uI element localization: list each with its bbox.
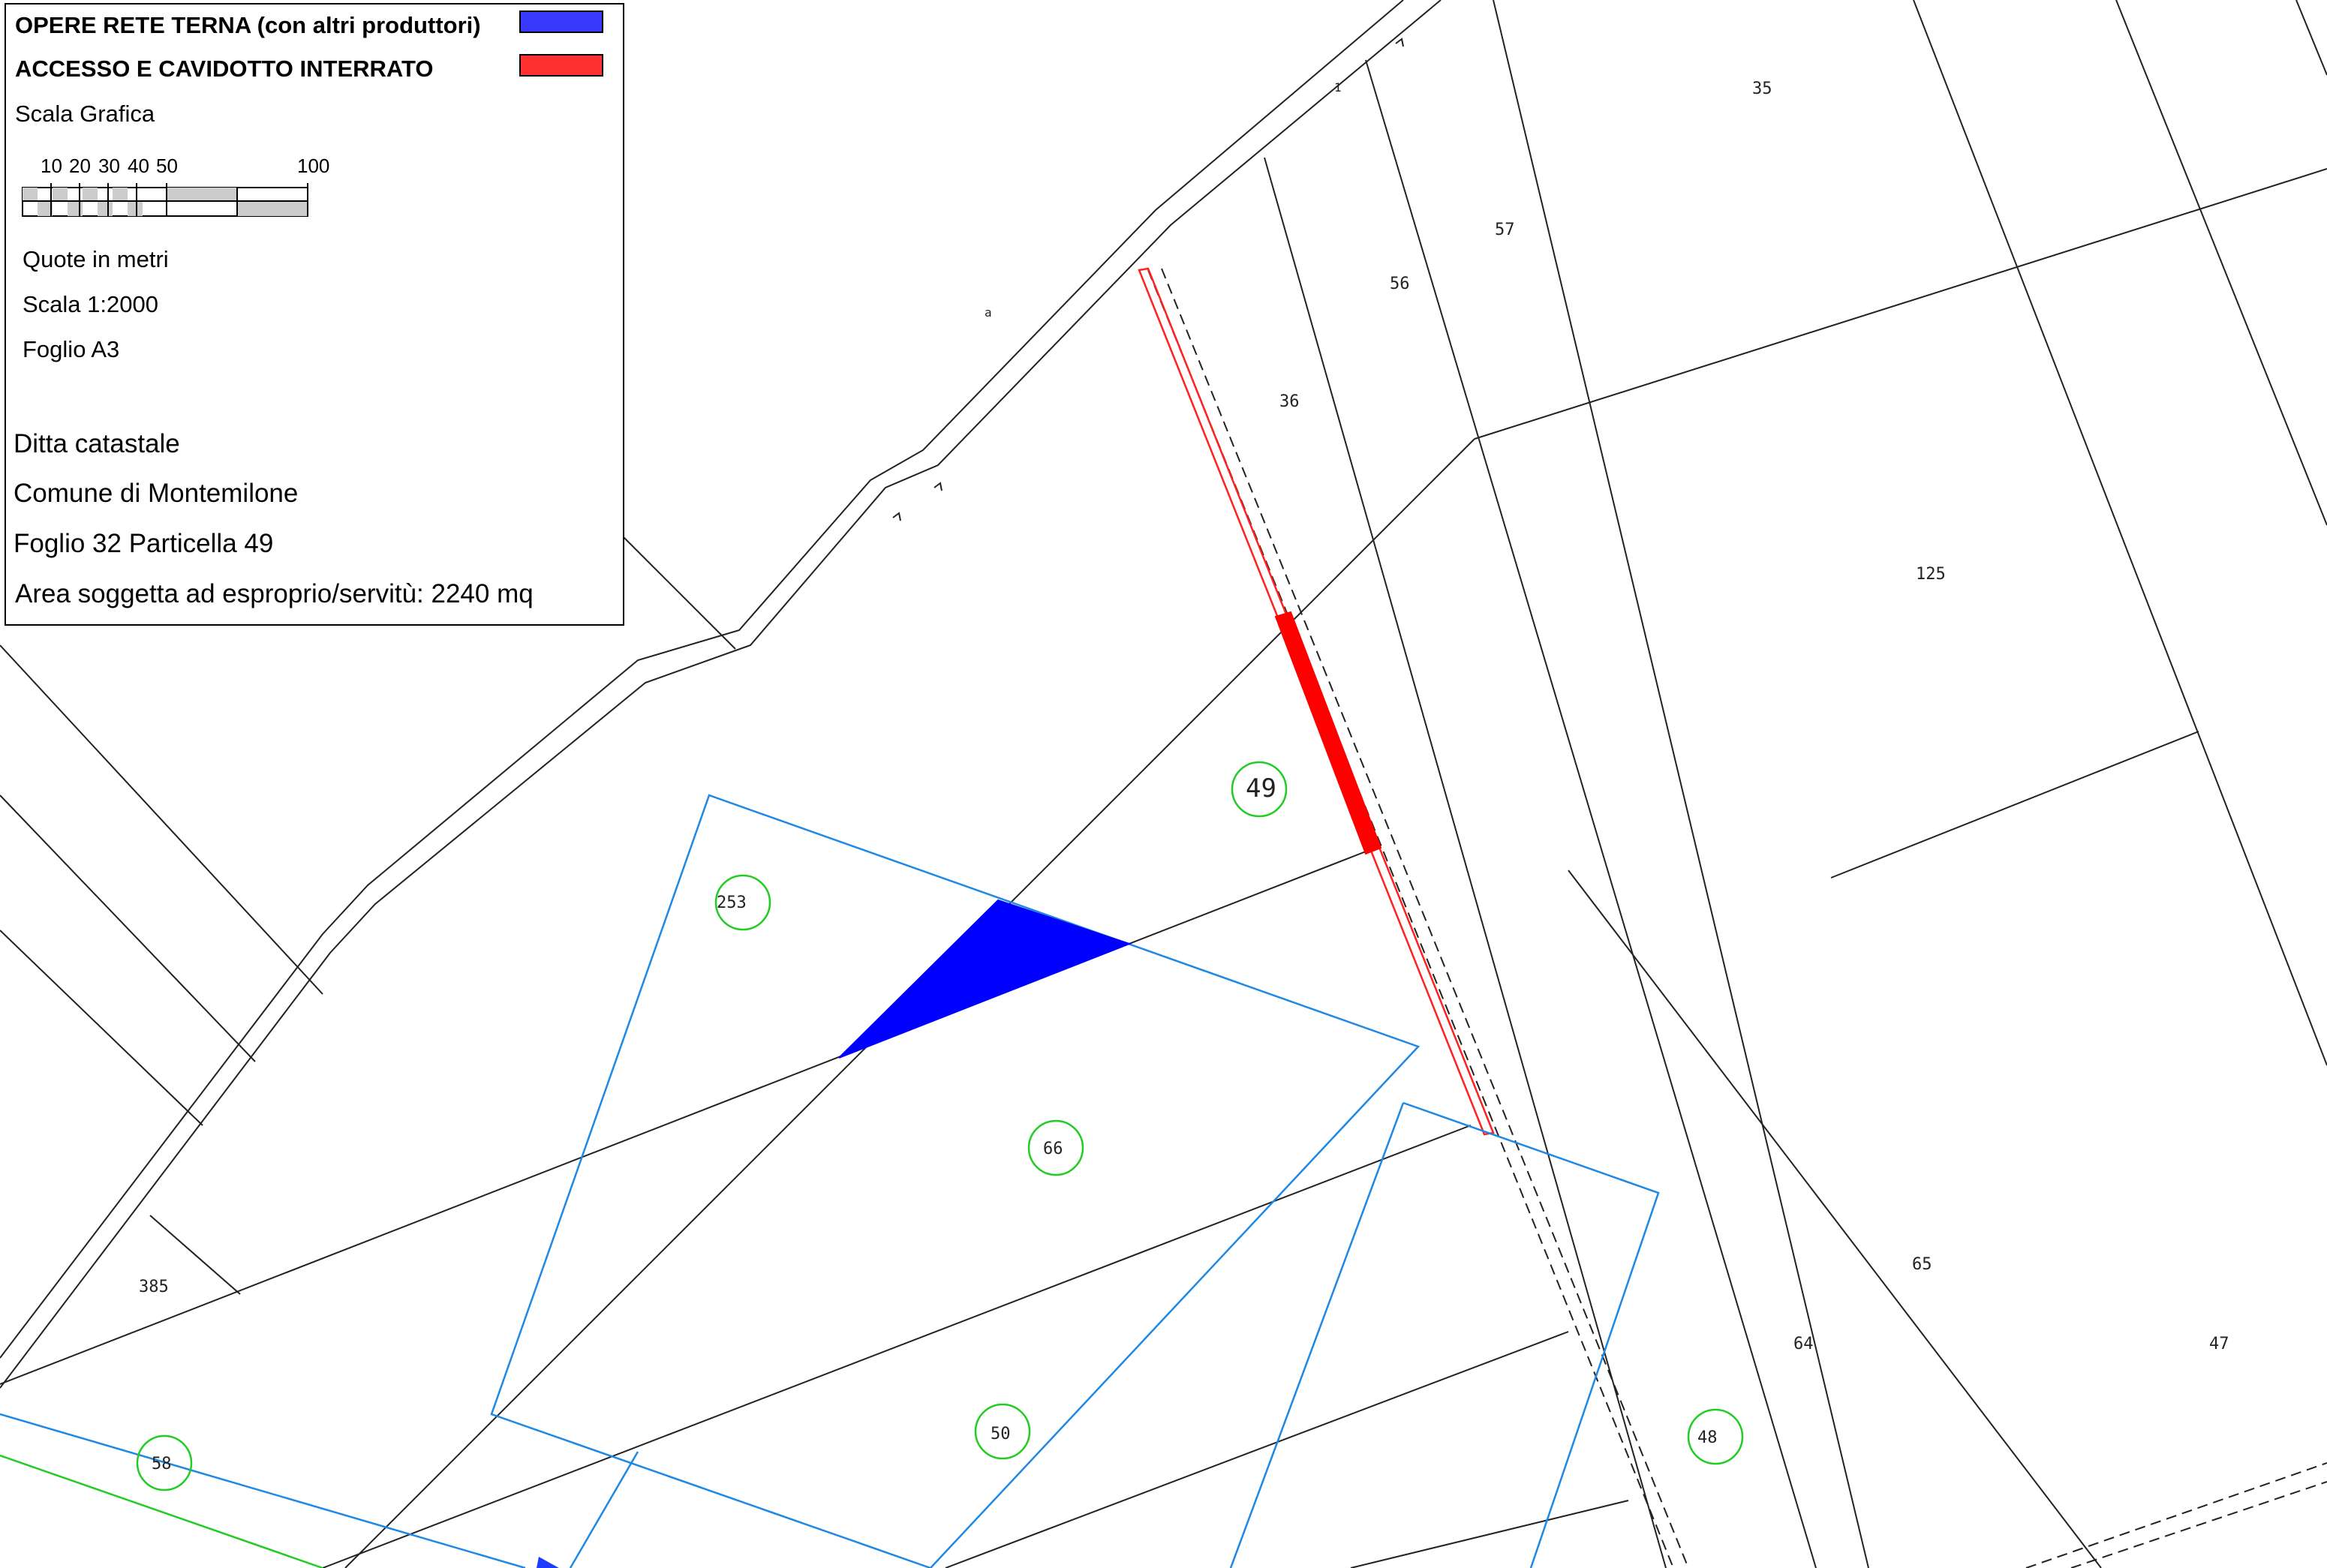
legend-opere-swatch [519,11,603,33]
scale-tick-20: 20 [69,155,91,177]
legend-ditta: Ditta catastale [14,429,180,458]
parcel-253: 253 [717,894,747,912]
scale-bar-graphic [22,183,308,217]
legend-comune: Comune di Montemilone [14,479,299,508]
legend-accesso-swatch [519,54,603,77]
legend-quote: Quote in metri [23,246,169,272]
scale-tick-10: 10 [41,155,62,177]
legend-panel: OPERE RETE TERNA (con altri produttori) … [5,3,624,626]
circle-253 [714,874,771,931]
road-marks [892,38,1404,521]
parcel-47: 47 [2209,1335,2229,1353]
parcel-49: 49 [1246,773,1276,804]
parcel-48: 48 [1697,1428,1718,1447]
parcel-64: 64 [1793,1335,1814,1353]
parcel-35: 35 [1752,80,1772,98]
project-outlines [0,794,1660,1568]
parcel-125: 125 [1916,565,1946,584]
parcel-36: 36 [1279,392,1300,411]
legend-scala-grafica: Scala Grafica [15,101,155,127]
circle-50 [974,1403,1031,1460]
parcel-numbers: 35 57 56 36 125 49 253 66 65 64 47 385 5… [139,80,2229,1473]
circle-49 [1231,761,1288,818]
legend-foglio: Foglio A3 [23,336,120,362]
circle-66 [1027,1119,1084,1176]
parcel-66: 66 [1043,1140,1063,1158]
sheet-number-1: 1 [1334,80,1342,95]
legend-opere-label: OPERE RETE TERNA (con altri produttori) [15,12,481,38]
scale-tick-50: 50 [156,155,178,177]
scale-tick-40: 40 [128,155,149,177]
terna-works-area [838,899,1132,1059]
legend-foglio-particella: Foglio 32 Particella 49 [14,529,274,558]
circle-58 [136,1434,193,1491]
parcel-58: 58 [152,1455,172,1473]
terna-works-marker [537,1557,559,1568]
circle-48 [1687,1408,1744,1465]
parcel-56: 56 [1390,275,1410,293]
green-boundary [0,1454,323,1568]
scale-tick-30: 30 [98,155,120,177]
parcel-50: 50 [991,1425,1011,1443]
sheet-letter-a: a [985,305,992,320]
legend-area: Area soggetta ad esproprio/servitù: 2240… [15,579,534,608]
parcel-385: 385 [139,1278,169,1296]
access-cable-route [1138,267,1495,1136]
parcel-65: 65 [1912,1255,1932,1274]
scale-tick-100: 100 [297,155,330,177]
legend-scala: Scala 1:2000 [23,291,158,317]
legend-accesso-label: ACCESSO E CAVIDOTTO INTERRATO [15,56,434,82]
parcel-highlight-circles [136,761,1744,1491]
graphic-scale-bar: 10 20 30 40 50 100 [18,155,333,230]
parcel-57: 57 [1495,221,1515,239]
